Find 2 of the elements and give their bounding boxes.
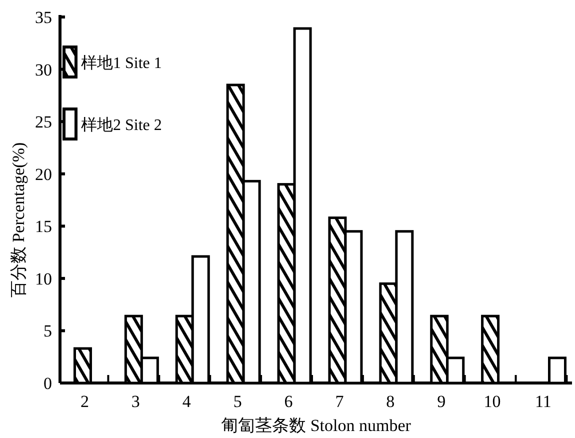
ylabel: 百分数 Percentage(%) — [9, 142, 28, 298]
xlabel: 匍匐茎条数 Stolon number — [221, 416, 411, 435]
